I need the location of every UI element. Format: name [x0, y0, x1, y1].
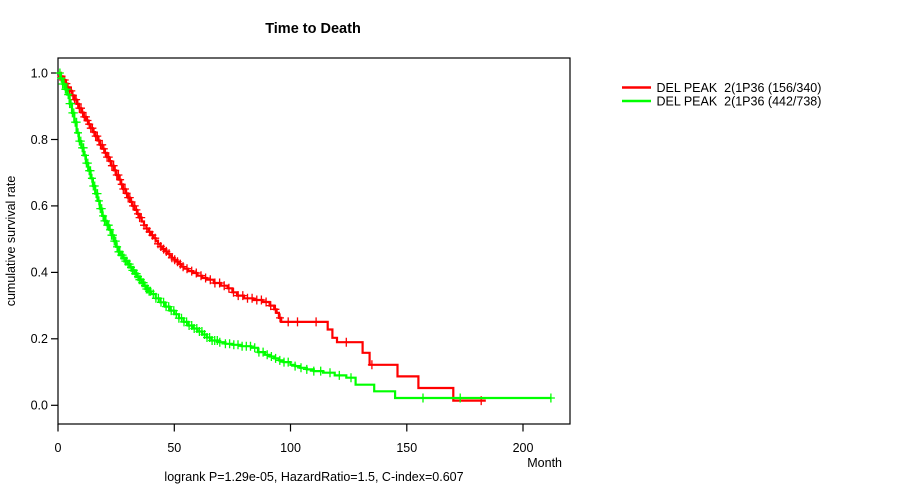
y-tick-label: 0.2: [31, 332, 48, 346]
plot-box: [57, 57, 571, 425]
y-tick-label: 1.0: [31, 66, 48, 80]
x-tick-label: 100: [280, 441, 301, 455]
axes: 0 50 100 150 200 0.0 0.2 0.4 0.6 0.8 1.0: [31, 57, 571, 455]
chart-title: Time to Death: [265, 21, 361, 37]
y-tick-label: 0.0: [31, 399, 48, 413]
censor-marks-1: [55, 68, 555, 403]
x-tick-label: 0: [55, 441, 62, 455]
legend-label-green: DEL PEAK 2(1P36 (442/738): [657, 95, 822, 109]
y-tick-label: 0.8: [31, 133, 48, 147]
x-tick-label: 50: [167, 441, 181, 455]
survival-curve-1: [58, 71, 551, 400]
y-axis-label: cumulative survival rate: [4, 176, 18, 307]
stats-annotation: logrank P=1.29e-05, HazardRatio=1.5, C-i…: [164, 470, 463, 484]
y-tick-label: 0.6: [31, 199, 48, 213]
x-axis-label: Month: [527, 456, 562, 470]
legend: DEL PEAK 2(1P36 (156/340) DEL PEAK 2(1P3…: [622, 81, 821, 109]
x-tick-label: 200: [513, 441, 534, 455]
survival-curve-0: [58, 71, 486, 402]
y-tick-label: 0.4: [31, 266, 48, 280]
legend-label-red: DEL PEAK 2(1P36 (156/340): [657, 81, 822, 95]
x-tick-label: 150: [396, 441, 417, 455]
survival-curves: [55, 68, 555, 406]
